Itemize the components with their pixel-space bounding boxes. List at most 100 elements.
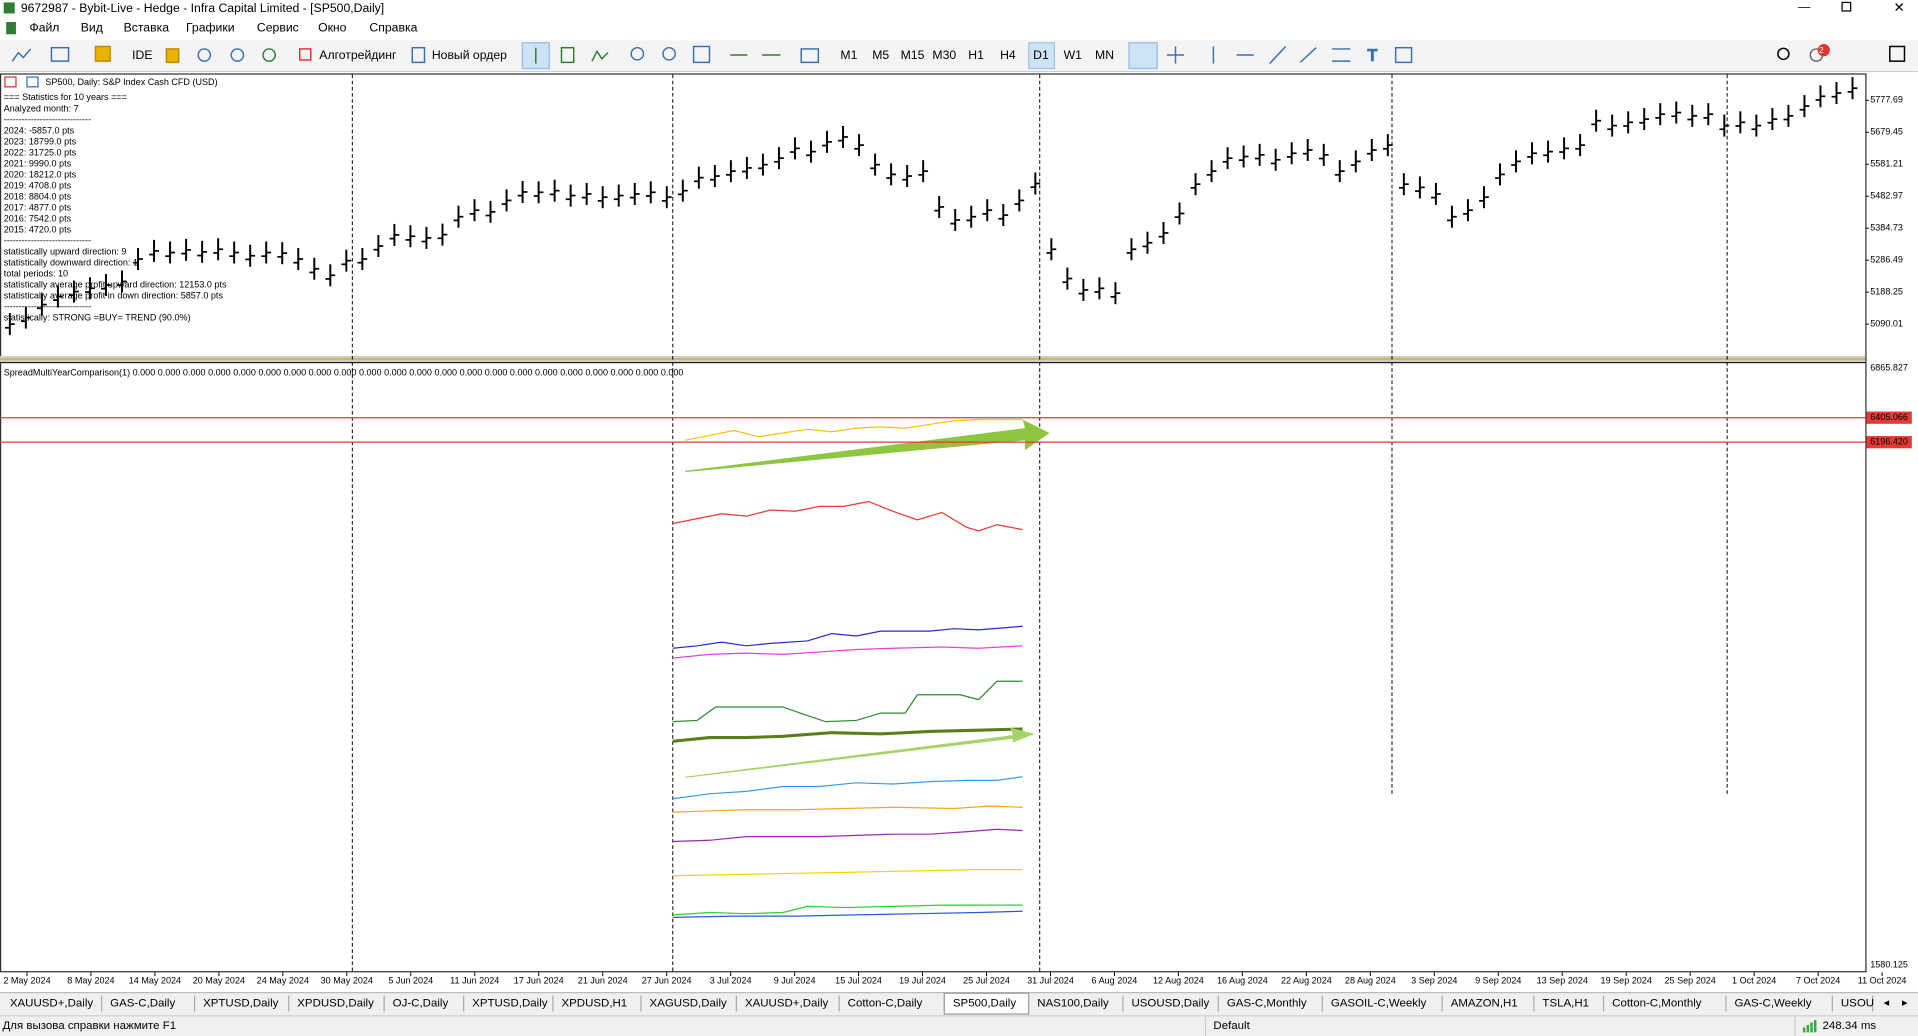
tab[interactable]: GAS-C,Monthly <box>1227 998 1307 1010</box>
y-tick-label: 5384.73 <box>1870 223 1903 233</box>
tab[interactable]: NAS100,Daily <box>1037 998 1109 1010</box>
tab[interactable]: Cotton-C,Daily <box>848 998 923 1010</box>
info-line: 2021: 9990.0 pts <box>4 158 72 168</box>
menu-item[interactable]: Справка <box>369 20 417 34</box>
icon[interactable] <box>1269 45 1287 65</box>
icon[interactable] <box>630 46 645 61</box>
icon[interactable] <box>298 48 312 61</box>
title-bar <box>0 0 1918 18</box>
icon[interactable] <box>50 46 70 62</box>
restore[interactable] <box>1841 1 1852 12</box>
tab[interactable]: USOUSD,Daily <box>1131 998 1209 1010</box>
active-tool[interactable] <box>521 42 550 70</box>
tab-scroll-right[interactable]: ▸ <box>1902 997 1908 1009</box>
tab[interactable]: XPDUSD,H1 <box>561 998 627 1010</box>
info-line: 2024: -5857.0 pts <box>4 125 75 135</box>
x-tick-label: 2 May 2024 <box>3 975 50 985</box>
icon[interactable] <box>1394 46 1413 64</box>
signal-bar <box>1810 1022 1813 1033</box>
indicator-line <box>672 500 1023 532</box>
tab[interactable]: XPTUSD,Daily <box>203 998 279 1010</box>
menu-item[interactable]: Файл <box>29 20 59 34</box>
indicator-line <box>672 625 1023 649</box>
menu-item[interactable]: Окно <box>318 20 347 34</box>
icon[interactable] <box>591 49 609 62</box>
x-tick-label: 25 Sep 2024 <box>1665 975 1716 985</box>
tab[interactable]: SP500,Daily <box>953 998 1016 1010</box>
tab[interactable]: Cotton-C,Monthly <box>1612 998 1702 1010</box>
tab[interactable]: XAGUSD,Daily <box>650 998 727 1010</box>
menu-item[interactable]: Графики <box>186 20 235 34</box>
icon[interactable] <box>692 45 711 64</box>
icon[interactable] <box>662 46 676 61</box>
trend-arrow <box>685 419 1050 473</box>
y-tick-label: 5679.45 <box>1870 127 1903 137</box>
icon[interactable] <box>11 48 32 62</box>
indicator-axis-label: 6865.827 <box>1870 363 1908 373</box>
icon[interactable] <box>560 46 575 64</box>
x-tick-label: 3 Sep 2024 <box>1411 975 1457 985</box>
timeframe-button[interactable]: H4 <box>1000 48 1016 62</box>
timeframe-button[interactable]: H1 <box>968 48 984 62</box>
x-tick-label: 25 Jul 2024 <box>963 975 1010 985</box>
info-line: 2015: 4720.0 pts <box>4 224 72 234</box>
tab[interactable]: GAS-C,Weekly <box>1734 998 1811 1010</box>
x-tick-label: 14 May 2024 <box>129 975 181 985</box>
timeframe-button[interactable]: MN <box>1095 48 1114 62</box>
tab[interactable]: GASOIL-C,Weekly <box>1331 998 1427 1010</box>
level-tag <box>1866 436 1912 449</box>
tab[interactable]: XPTUSD,Daily <box>472 998 548 1010</box>
menu-item[interactable]: Сервис <box>257 20 299 34</box>
tab[interactable]: TSLA,H1 <box>1542 998 1589 1010</box>
timeframe-button[interactable]: W1 <box>1064 48 1083 62</box>
tab[interactable]: USOU <box>1841 998 1874 1010</box>
y-tick-label: 5188.25 <box>1870 287 1903 297</box>
info-line: ----------------------------- <box>4 114 91 124</box>
icon[interactable] <box>411 46 426 64</box>
active-tool[interactable] <box>1128 42 1158 70</box>
layout-icon[interactable] <box>1889 45 1906 62</box>
info-line: total periods: 10 <box>4 268 68 278</box>
app-icon <box>3 2 15 14</box>
tab[interactable]: XPDUSD,Daily <box>297 998 374 1010</box>
menu-item[interactable]: Вставка <box>124 20 170 34</box>
tab-scroll-left[interactable]: ◂ <box>1884 997 1890 1009</box>
info-line: 2020: 18212.0 pts <box>4 169 77 179</box>
x-tick-label: 19 Sep 2024 <box>1601 975 1652 985</box>
tab[interactable]: AMAZON,H1 <box>1451 998 1518 1010</box>
icon[interactable] <box>230 48 245 62</box>
x-tick-label: 13 Sep 2024 <box>1537 975 1588 985</box>
indicator-line <box>672 828 1023 843</box>
icon[interactable]: T <box>1367 47 1378 65</box>
tab[interactable]: XAUUSD+,Daily <box>745 998 829 1010</box>
x-tick-label: 22 Aug 2024 <box>1281 975 1332 985</box>
icon[interactable] <box>800 48 820 64</box>
toolbar-button[interactable]: IDE <box>132 48 152 62</box>
indicator-axis-label: 1580.125 <box>1870 959 1908 969</box>
close[interactable]: ✕ <box>1893 0 1904 15</box>
x-tick-label: 3 Jul 2024 <box>710 975 752 985</box>
timeframe-button[interactable]: M5 <box>872 48 889 62</box>
x-tick-label: 24 May 2024 <box>257 975 309 985</box>
icon[interactable] <box>165 48 180 64</box>
toolbar-button[interactable]: Алготрейдинг <box>319 48 397 62</box>
tab[interactable]: OJ-C,Daily <box>393 998 449 1010</box>
chart-icon <box>26 76 39 88</box>
tab[interactable]: XAUUSD+,Daily <box>10 998 94 1010</box>
tab[interactable]: GAS-C,Daily <box>110 998 175 1010</box>
search-icon[interactable] <box>1777 47 1790 61</box>
timeframe-button[interactable]: M1 <box>840 48 857 62</box>
trend-arrows <box>685 419 1050 778</box>
x-tick-label: 9 Sep 2024 <box>1475 975 1521 985</box>
icon[interactable] <box>94 45 111 62</box>
icon[interactable] <box>1299 47 1317 63</box>
icon[interactable] <box>262 48 276 62</box>
timeframe-button[interactable]: M15 <box>901 48 925 62</box>
minimize[interactable]: — <box>1798 0 1811 14</box>
timeframe-button[interactable]: M30 <box>932 48 956 62</box>
x-tick-label: 9 Jul 2024 <box>774 975 816 985</box>
toolbar-button[interactable]: Новый ордер <box>432 48 507 62</box>
icon[interactable] <box>197 48 212 62</box>
timeframe-button[interactable]: D1 <box>1033 48 1049 62</box>
menu-item[interactable]: Вид <box>81 20 103 34</box>
